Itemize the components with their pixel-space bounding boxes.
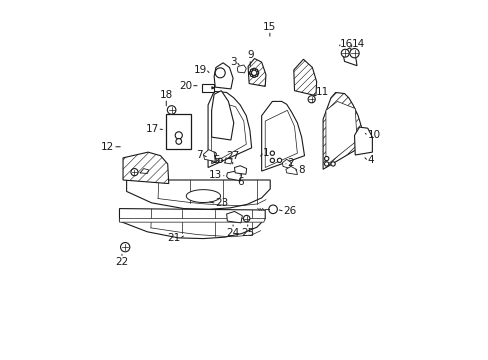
Text: 1: 1 (263, 148, 269, 158)
Circle shape (253, 68, 255, 70)
Circle shape (255, 69, 257, 71)
Polygon shape (234, 166, 246, 174)
Text: 7: 7 (196, 150, 203, 160)
Text: 18: 18 (159, 90, 173, 100)
Circle shape (176, 139, 181, 144)
Polygon shape (226, 211, 242, 223)
Polygon shape (247, 59, 265, 86)
Circle shape (256, 72, 258, 74)
Circle shape (212, 158, 216, 162)
Text: 17: 17 (145, 124, 159, 134)
Text: 27: 27 (225, 151, 239, 161)
Circle shape (270, 158, 274, 162)
Polygon shape (119, 208, 264, 239)
Circle shape (253, 75, 255, 77)
Polygon shape (237, 65, 246, 73)
FancyBboxPatch shape (201, 84, 214, 92)
Polygon shape (211, 102, 246, 164)
Polygon shape (126, 180, 270, 209)
Text: 13: 13 (209, 170, 222, 180)
Polygon shape (123, 152, 168, 184)
Circle shape (249, 72, 251, 74)
Circle shape (250, 74, 252, 76)
Polygon shape (207, 91, 251, 167)
Polygon shape (264, 111, 297, 167)
Text: 11: 11 (315, 87, 328, 98)
Circle shape (255, 74, 257, 76)
Text: 15: 15 (263, 22, 276, 32)
Text: 19: 19 (193, 65, 206, 75)
Circle shape (121, 243, 130, 252)
Text: 9: 9 (246, 50, 253, 60)
Circle shape (270, 151, 274, 156)
Circle shape (215, 68, 225, 78)
Circle shape (307, 96, 315, 103)
Text: 20: 20 (179, 81, 192, 91)
Text: 6: 6 (236, 177, 243, 187)
Circle shape (131, 168, 138, 176)
Circle shape (277, 158, 281, 162)
Polygon shape (293, 59, 316, 96)
Text: 16: 16 (340, 39, 353, 49)
Polygon shape (325, 102, 356, 166)
Circle shape (243, 215, 249, 222)
Text: 8: 8 (298, 165, 304, 175)
Circle shape (175, 132, 182, 139)
Circle shape (218, 158, 222, 162)
Circle shape (330, 162, 335, 166)
Polygon shape (261, 102, 304, 171)
Text: 10: 10 (366, 130, 380, 140)
Text: 14: 14 (351, 39, 364, 49)
Circle shape (167, 106, 176, 114)
Polygon shape (323, 93, 365, 169)
Circle shape (324, 162, 328, 166)
Circle shape (341, 49, 348, 57)
Circle shape (250, 69, 252, 71)
Text: 26: 26 (283, 206, 296, 216)
Text: 24: 24 (226, 228, 239, 238)
Text: 22: 22 (115, 257, 128, 267)
Polygon shape (226, 171, 241, 181)
Polygon shape (342, 48, 356, 66)
Polygon shape (203, 150, 215, 161)
Text: 21: 21 (167, 233, 180, 243)
Polygon shape (282, 159, 291, 168)
Circle shape (212, 152, 216, 157)
Text: 5: 5 (213, 155, 220, 165)
Circle shape (249, 68, 258, 77)
Text: 3: 3 (230, 57, 237, 67)
Circle shape (268, 205, 277, 213)
Circle shape (324, 157, 328, 161)
Polygon shape (211, 91, 233, 140)
Text: 2: 2 (286, 158, 293, 168)
FancyBboxPatch shape (165, 114, 190, 149)
Polygon shape (214, 63, 233, 89)
Polygon shape (285, 166, 297, 175)
Text: 25: 25 (241, 228, 254, 238)
Text: 23: 23 (215, 198, 228, 208)
Circle shape (349, 49, 358, 58)
Polygon shape (186, 190, 220, 203)
Polygon shape (119, 219, 264, 222)
Text: 12: 12 (101, 142, 114, 152)
Text: 4: 4 (366, 156, 373, 165)
Polygon shape (354, 127, 372, 155)
